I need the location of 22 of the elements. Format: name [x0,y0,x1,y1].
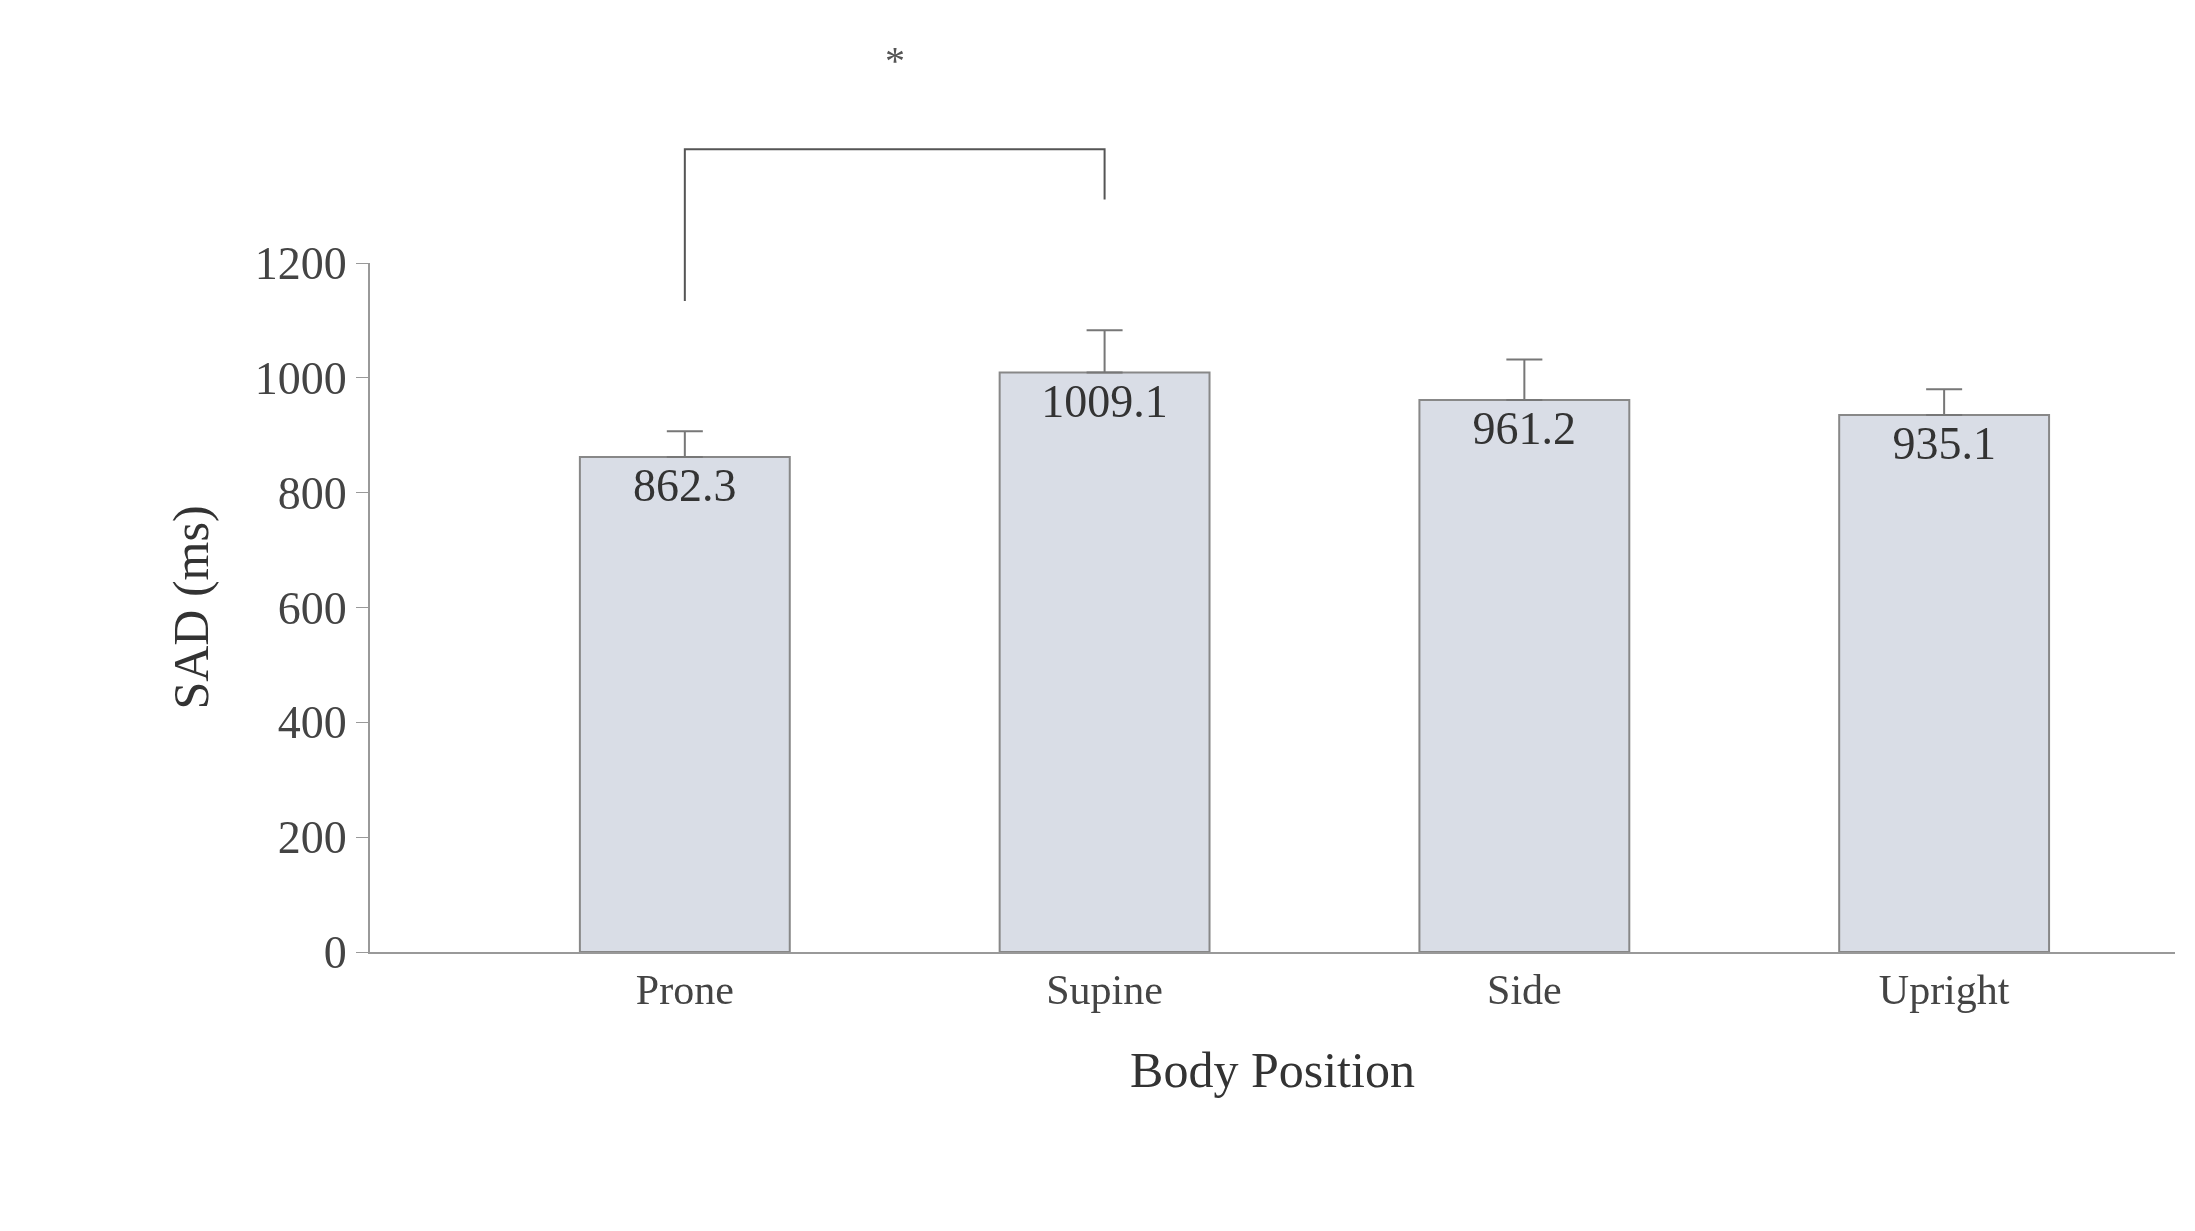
bar [1838,414,2051,952]
x-tick-label: Side [1487,967,1562,1014]
data-label: 935.1 [1892,418,1996,470]
y-tick-label: 600 [277,582,347,634]
bar [998,371,1211,952]
data-label: 1009.1 [1041,375,1168,427]
y-tick-label: 1200 [254,238,347,290]
y-tick-label: 1000 [254,352,347,404]
data-label: 961.2 [1472,403,1577,455]
x-axis-title: Body Position [1130,1042,1415,1099]
data-label: 862.3 [633,459,737,511]
y-tick-label: 800 [277,467,347,519]
y-axis-title: SAD (ms) [163,505,220,710]
text: * [885,38,905,83]
x-tick-label: Upright [1878,967,2010,1014]
y-tick-label: 0 [323,927,347,979]
x-tick-label: Prone [635,967,734,1014]
x-tick-label: Supine [1046,967,1163,1014]
bar [1418,399,1631,952]
y-tick-label: 200 [277,812,347,864]
y-tick-label: 400 [277,697,347,749]
bar [578,455,791,952]
